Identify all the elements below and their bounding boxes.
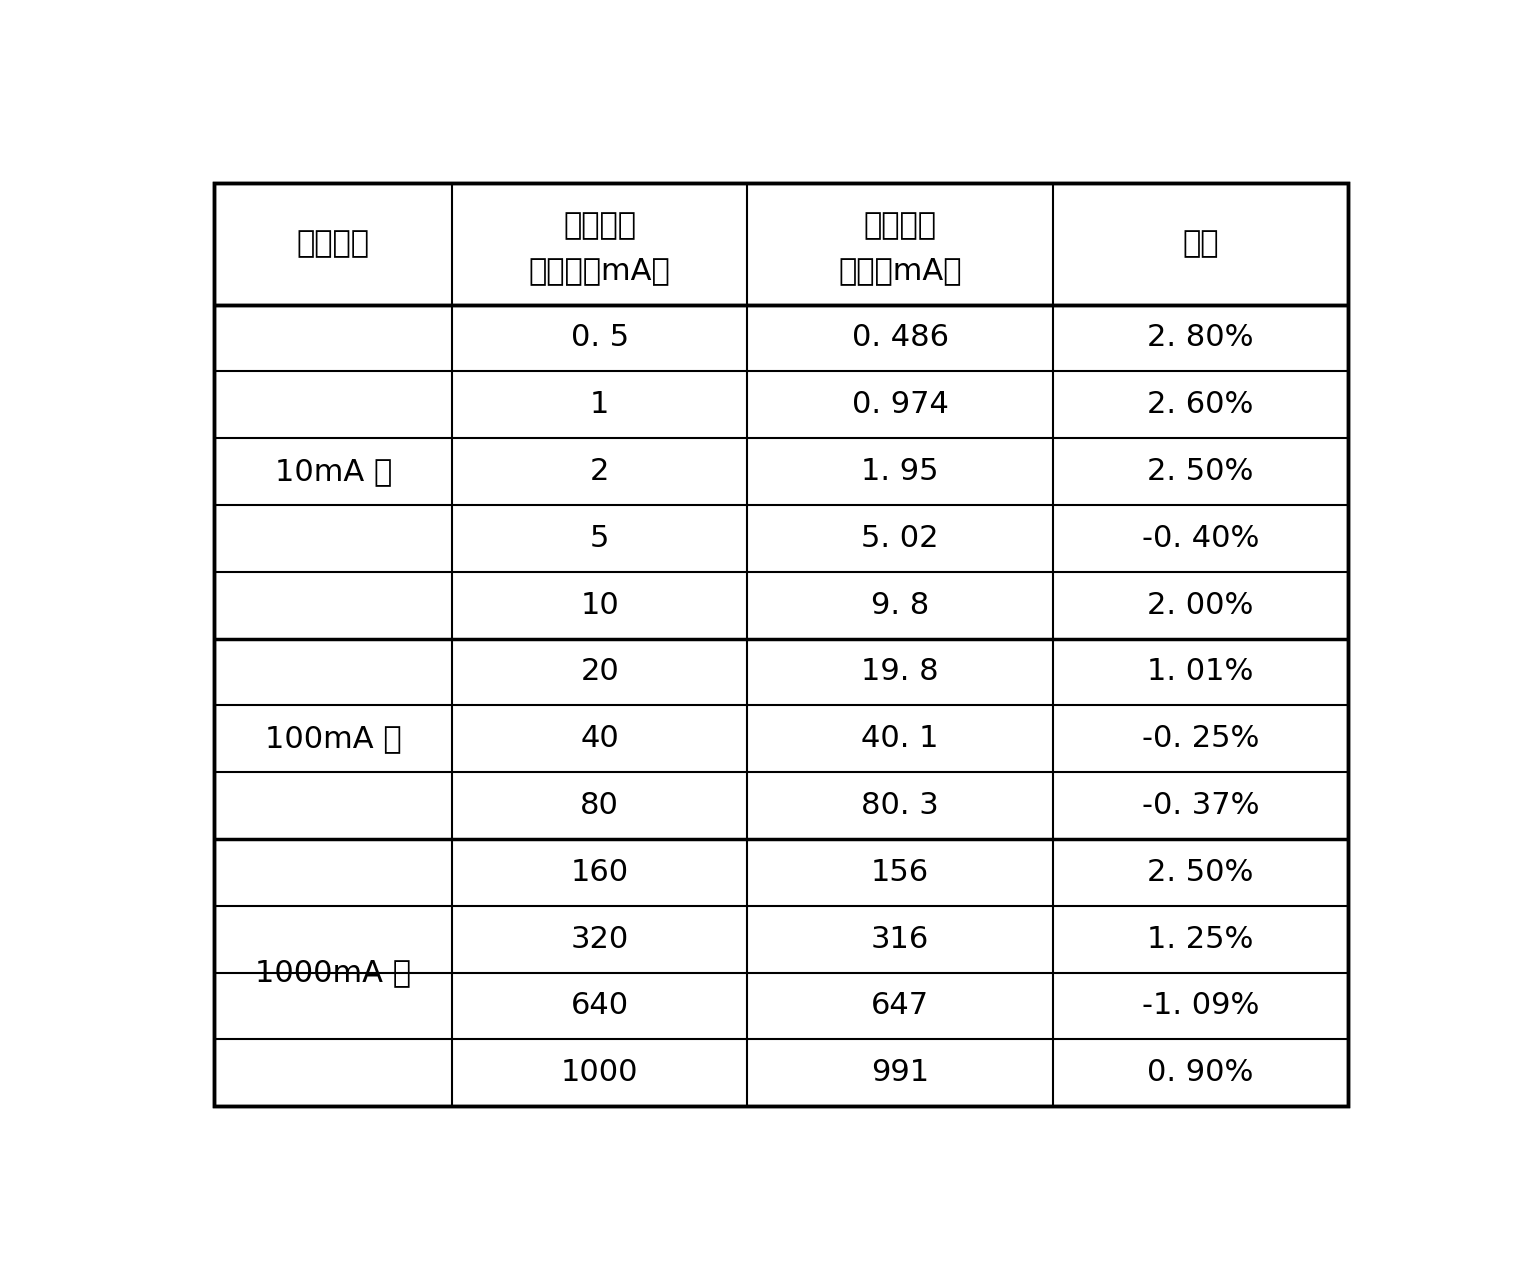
Text: 320: 320 [570, 925, 629, 953]
Text: 万用表实: 万用表实 [864, 211, 937, 240]
Text: 80. 3: 80. 3 [861, 791, 939, 820]
Text: 1. 25%: 1. 25% [1148, 925, 1254, 953]
Text: 2. 50%: 2. 50% [1148, 457, 1254, 486]
Text: 20: 20 [581, 657, 619, 686]
Text: 640: 640 [570, 991, 629, 1021]
Text: 160: 160 [570, 857, 629, 887]
Text: 系统整定: 系统整定 [564, 211, 636, 240]
Text: 5: 5 [590, 524, 610, 553]
Text: 9. 8: 9. 8 [872, 591, 930, 620]
Text: 1. 95: 1. 95 [861, 457, 939, 486]
Text: 2. 60%: 2. 60% [1148, 390, 1254, 420]
Text: 误差: 误差 [1183, 230, 1219, 258]
Text: 316: 316 [872, 925, 930, 953]
Text: 测值（mA）: 测值（mA） [838, 256, 962, 285]
Text: 2. 00%: 2. 00% [1148, 591, 1254, 620]
Text: 电流值（mA）: 电流值（mA） [529, 256, 671, 285]
Text: 2. 50%: 2. 50% [1148, 857, 1254, 887]
Text: -0. 40%: -0. 40% [1141, 524, 1259, 553]
Text: -0. 37%: -0. 37% [1141, 791, 1259, 820]
Text: 0. 5: 0. 5 [570, 323, 629, 352]
Text: 1. 01%: 1. 01% [1148, 657, 1254, 686]
Text: 991: 991 [872, 1058, 930, 1087]
Text: -1. 09%: -1. 09% [1141, 991, 1259, 1021]
Text: 80: 80 [581, 791, 619, 820]
Text: 40. 1: 40. 1 [861, 725, 939, 753]
Text: 0. 90%: 0. 90% [1148, 1058, 1254, 1087]
Text: 100mA 档: 100mA 档 [265, 725, 401, 753]
Text: 1000: 1000 [561, 1058, 639, 1087]
Text: 10mA 档: 10mA 档 [274, 457, 392, 486]
Text: 1: 1 [590, 390, 610, 420]
Text: 10: 10 [581, 591, 619, 620]
Text: 0. 974: 0. 974 [852, 390, 948, 420]
Text: 19. 8: 19. 8 [861, 657, 939, 686]
Text: -0. 25%: -0. 25% [1141, 725, 1259, 753]
Text: 电流档位: 电流档位 [297, 230, 370, 258]
Text: 2: 2 [590, 457, 610, 486]
Text: 2. 80%: 2. 80% [1148, 323, 1254, 352]
Text: 5. 02: 5. 02 [861, 524, 939, 553]
Text: 647: 647 [872, 991, 930, 1021]
Text: 1000mA 档: 1000mA 档 [255, 958, 411, 988]
Text: 0. 486: 0. 486 [852, 323, 948, 352]
Text: 40: 40 [581, 725, 619, 753]
Text: 156: 156 [872, 857, 930, 887]
